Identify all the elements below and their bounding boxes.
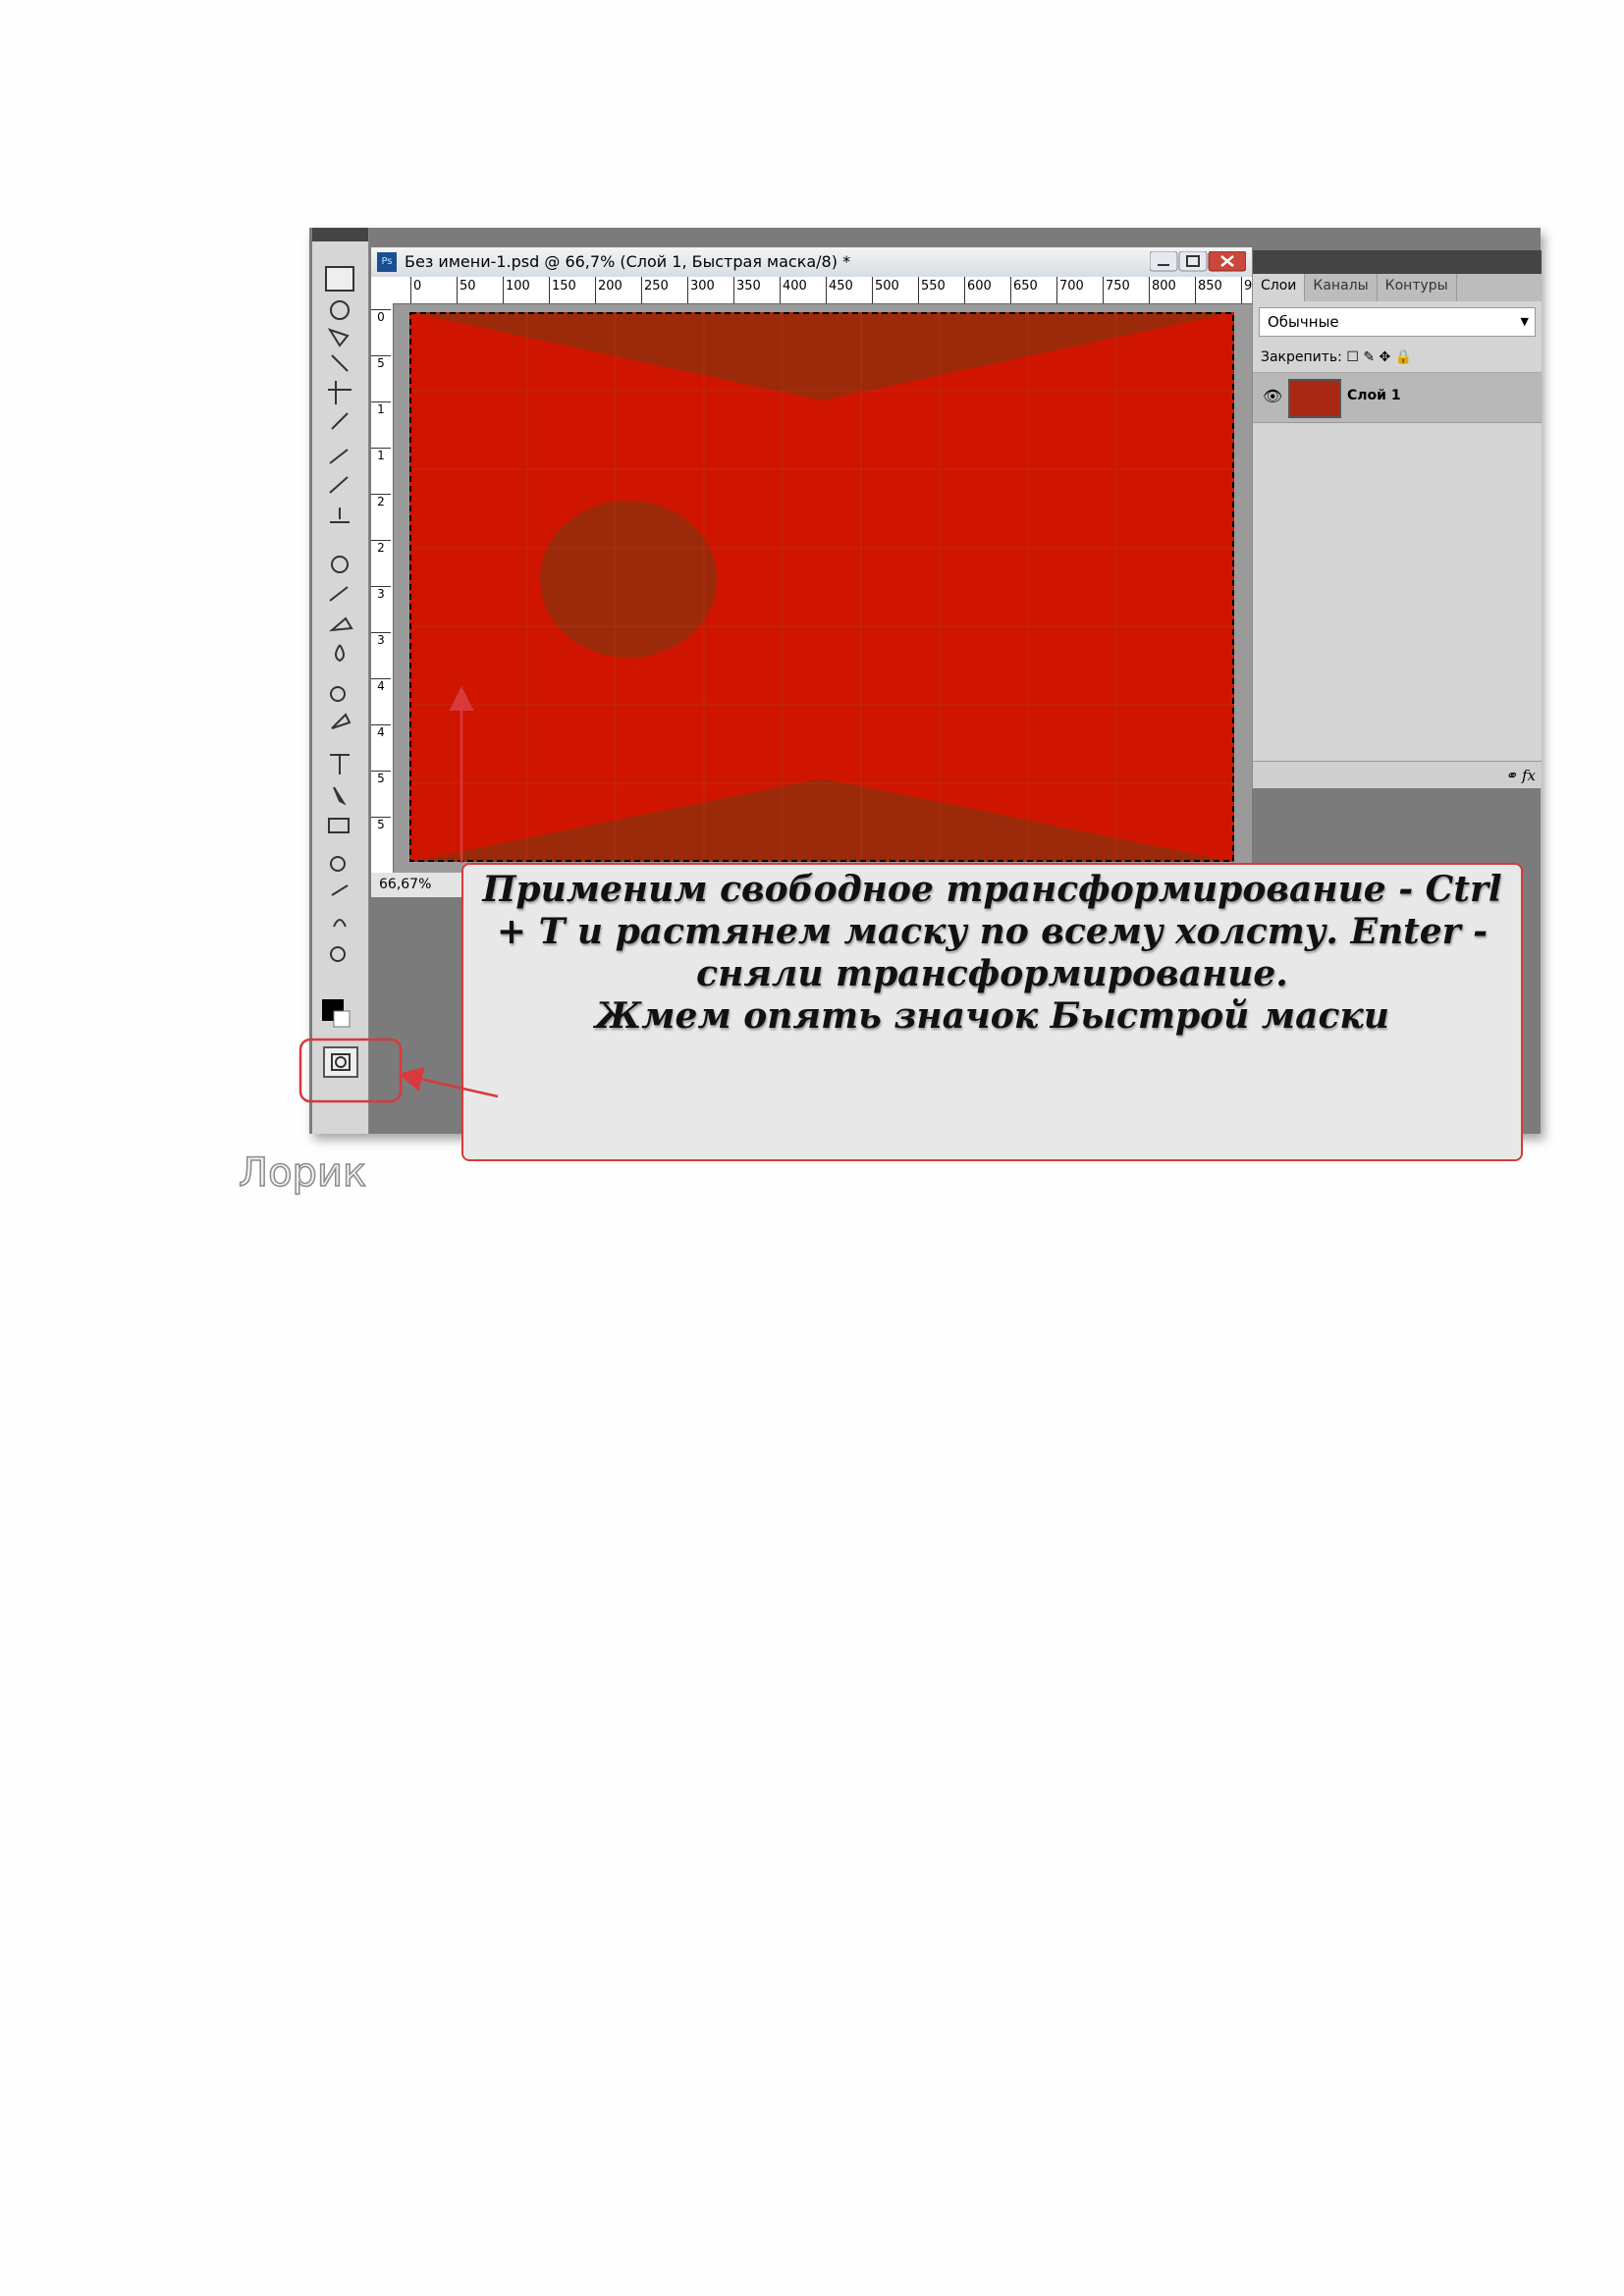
panel-tabs: Слои Каналы Контуры bbox=[1253, 274, 1542, 301]
ruler-label: 600 bbox=[964, 277, 992, 303]
ruler-label: 4 bbox=[371, 724, 391, 739]
layer-row[interactable]: 👁 Слой 1 bbox=[1253, 373, 1542, 423]
ruler-label: 1 bbox=[371, 448, 391, 462]
panel-tab[interactable]: Слои bbox=[1253, 274, 1306, 301]
ruler-label: 500 bbox=[872, 277, 899, 303]
ruler-label: 750 bbox=[1103, 277, 1130, 303]
lock-row: Закрепить: ☐ ✎ ✥ 🔒 bbox=[1253, 343, 1542, 373]
ruler-left: 0 5 1 1 2 2 3 3 4 4 5 5 bbox=[371, 303, 394, 873]
ruler-label: 550 bbox=[918, 277, 946, 303]
ruler-label: 0 bbox=[410, 277, 421, 303]
ruler-label: 650 bbox=[1010, 277, 1038, 303]
ruler-label: 2 bbox=[371, 494, 391, 508]
fx-button[interactable]: fx bbox=[1521, 767, 1536, 784]
ruler-label: 2 bbox=[371, 540, 391, 555]
ruler-label: 100 bbox=[503, 277, 530, 303]
ruler-label: 400 bbox=[780, 277, 807, 303]
ruler-label: 3 bbox=[371, 586, 391, 601]
ruler-label: 150 bbox=[549, 277, 576, 303]
panel-footer: ⚭ fx bbox=[1253, 761, 1542, 788]
ruler-label: 1 bbox=[371, 401, 391, 416]
ruler-label: 4 bbox=[371, 678, 391, 693]
panel-tab[interactable]: Контуры bbox=[1378, 274, 1457, 301]
ruler-top: 0 50 100 150 200 250 300 350 400 450 500 550 600 650 7… bbox=[371, 277, 1261, 304]
app-badge: Ps bbox=[377, 252, 397, 272]
callout-line: Применим свободное трансформирование - C… bbox=[482, 869, 1502, 910]
ruler-label: 3 bbox=[371, 632, 391, 647]
document-title-bar: Ps Без имени-1.psd @ 66,7% (Слой 1, Быст… bbox=[371, 247, 1252, 278]
ruler-label: 850 bbox=[1195, 277, 1222, 303]
ruler-label: 350 bbox=[733, 277, 761, 303]
callout-line: сняли трансформирование. bbox=[696, 953, 1288, 994]
window-controls[interactable] bbox=[1149, 250, 1247, 273]
lock-label: Закрепить: bbox=[1261, 349, 1342, 365]
ruler-label: 5 bbox=[371, 771, 391, 785]
blend-mode-label: Обычные bbox=[1268, 313, 1339, 331]
ruler-label: 50 bbox=[457, 277, 476, 303]
callout-line: Жмем опять значок Быстрой маски bbox=[595, 995, 1389, 1037]
toolbar bbox=[312, 228, 369, 1134]
layers-panel: Слои Каналы Контуры Обычные ▼ Закрепить: ☐ … bbox=[1252, 250, 1542, 788]
document-title: Без имени-1.psd @ 66,7% (Слой 1, Быстрая… bbox=[405, 252, 851, 271]
ruler-label: 450 bbox=[826, 277, 853, 303]
panel-tab[interactable]: Каналы bbox=[1305, 274, 1378, 301]
callout: Применим свободное трансформирование - C… bbox=[461, 863, 1523, 1161]
tool-icons bbox=[312, 228, 368, 1078]
ruler-label: 700 bbox=[1056, 277, 1084, 303]
ruler-label: 0 bbox=[371, 309, 391, 324]
ruler-label: 300 bbox=[687, 277, 715, 303]
canvas bbox=[409, 312, 1234, 862]
zoom-status: 66,67% bbox=[371, 873, 477, 897]
watermark: Лорик bbox=[238, 1149, 367, 1197]
callout-line: + T и растянем маску по всему холсту. En… bbox=[496, 911, 1489, 952]
ruler-label: 5 bbox=[371, 817, 391, 831]
ruler-label: 200 bbox=[595, 277, 623, 303]
layer-name: Слой 1 bbox=[1347, 388, 1401, 403]
blend-mode[interactable]: Обычные ▼ bbox=[1259, 307, 1536, 337]
ruler-label: 250 bbox=[641, 277, 669, 303]
ruler-label: 5 bbox=[371, 355, 391, 370]
ruler-label: 800 bbox=[1149, 277, 1176, 303]
